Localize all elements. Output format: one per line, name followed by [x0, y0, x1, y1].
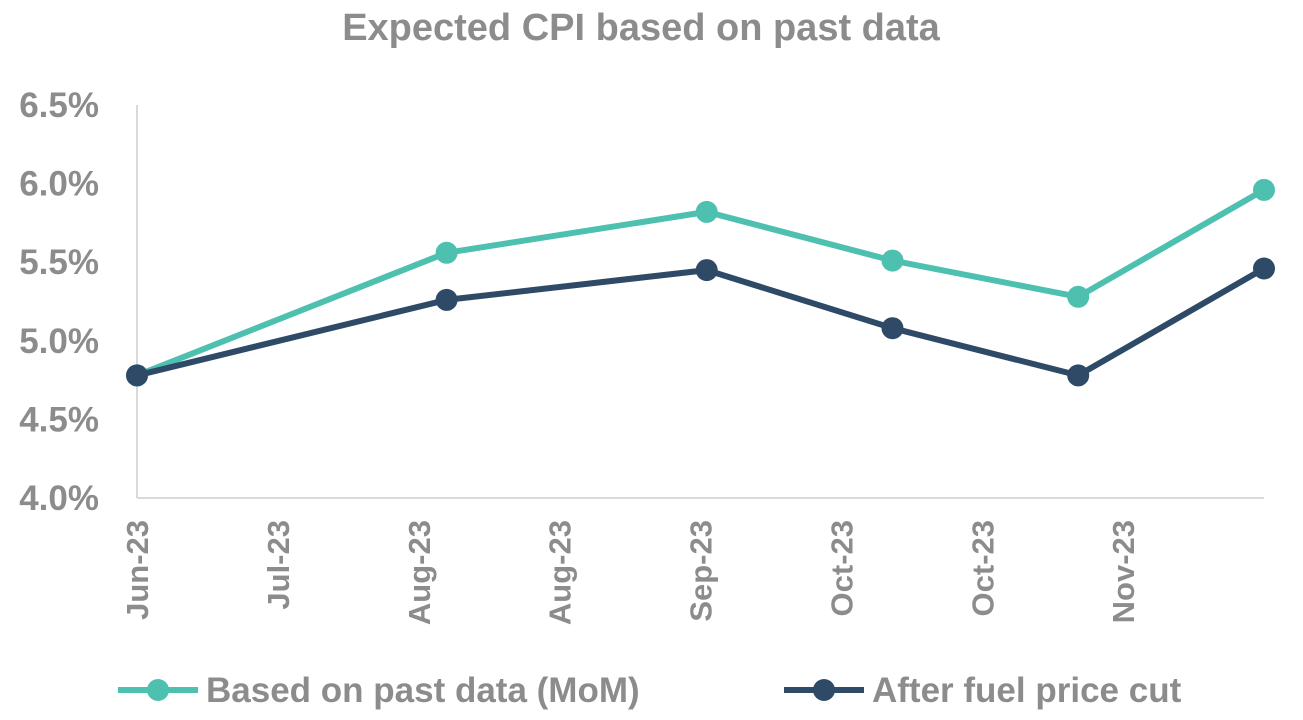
legend-marker	[147, 679, 169, 701]
series-layer	[126, 178, 1275, 387]
y-tick-label: 6.5%	[19, 86, 99, 125]
data-point	[695, 200, 718, 223]
series-2	[126, 257, 1275, 387]
data-point	[1067, 364, 1090, 387]
legend-label: After fuel price cut	[872, 671, 1182, 710]
data-point	[1253, 178, 1275, 201]
series-1	[126, 178, 1275, 387]
y-tick-label: 4.0%	[19, 479, 99, 518]
x-tick-label: Nov-23	[1106, 520, 1141, 623]
x-tick-label: Aug-23	[543, 520, 578, 625]
x-tick-label: Jul-23	[261, 520, 296, 610]
series-line	[135, 187, 1266, 379]
chart-title: Expected CPI based on past data	[342, 7, 940, 49]
legend-item: After fuel price cut	[784, 671, 1182, 710]
data-point	[435, 288, 458, 311]
data-point	[695, 259, 718, 282]
y-tick-label: 5.0%	[19, 322, 99, 361]
x-tick-label: Oct-23	[965, 520, 1000, 616]
data-point	[881, 317, 904, 340]
data-point	[435, 241, 458, 264]
data-point	[881, 249, 904, 272]
data-point	[1067, 285, 1090, 308]
x-tick-label: Sep-23	[684, 520, 719, 622]
x-tick-label: Jun-23	[120, 520, 155, 620]
data-point	[126, 364, 148, 387]
x-tick-label: Oct-23	[824, 520, 859, 616]
axes	[136, 105, 1264, 499]
legend-label: Based on past data (MoM)	[206, 671, 640, 710]
x-tick-label: Aug-23	[402, 520, 437, 625]
y-tick-labels: 4.0% 4.5% 5.0% 5.5% 6.0% 6.5%	[19, 86, 99, 518]
x-tick-labels: Jun-23 Jul-23 Aug-23 Aug-23 Sep-23 Oct-23 Oct-…	[120, 520, 1141, 625]
data-point	[1253, 257, 1275, 280]
legend-item: Based on past data (MoM)	[118, 671, 640, 710]
series-line	[136, 265, 1266, 379]
legend-marker	[813, 679, 835, 701]
y-tick-label: 4.5%	[19, 400, 99, 439]
y-tick-label: 6.0%	[19, 165, 99, 204]
y-tick-label: 5.5%	[19, 243, 99, 282]
legend: Based on past data (MoM) After fuel price…	[118, 671, 1182, 710]
